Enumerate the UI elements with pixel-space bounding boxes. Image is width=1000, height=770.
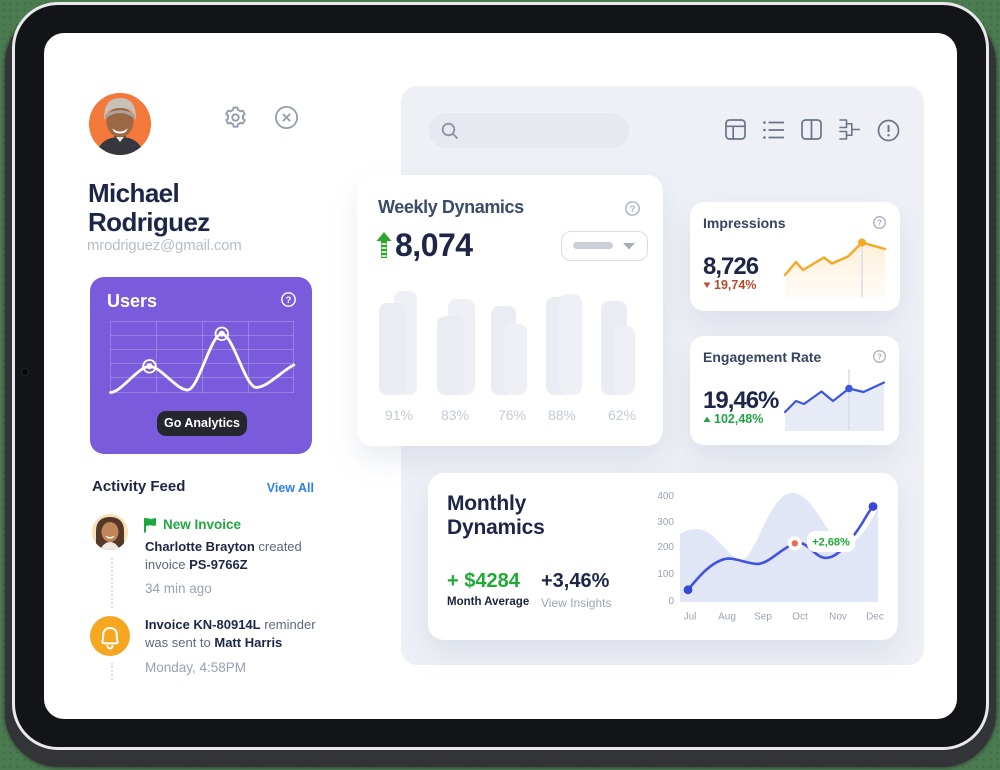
svg-text:Oct: Oct: [792, 612, 808, 623]
svg-text:100: 100: [657, 569, 674, 580]
svg-text:Nov: Nov: [829, 612, 847, 623]
svg-text:Aug: Aug: [718, 612, 736, 623]
svg-text:400: 400: [657, 491, 674, 502]
svg-text:300: 300: [657, 517, 674, 528]
svg-text:Jul: Jul: [684, 612, 697, 623]
svg-text:?: ?: [877, 352, 882, 361]
svg-text:?: ?: [877, 218, 882, 227]
svg-text:0: 0: [668, 596, 674, 607]
svg-text:Sep: Sep: [754, 612, 772, 623]
svg-text:Dec: Dec: [866, 612, 884, 623]
svg-text:?: ?: [630, 204, 636, 215]
svg-text:+2,68%: +2,68%: [812, 537, 850, 549]
svg-text:?: ?: [286, 295, 292, 306]
svg-text:200: 200: [657, 542, 674, 553]
